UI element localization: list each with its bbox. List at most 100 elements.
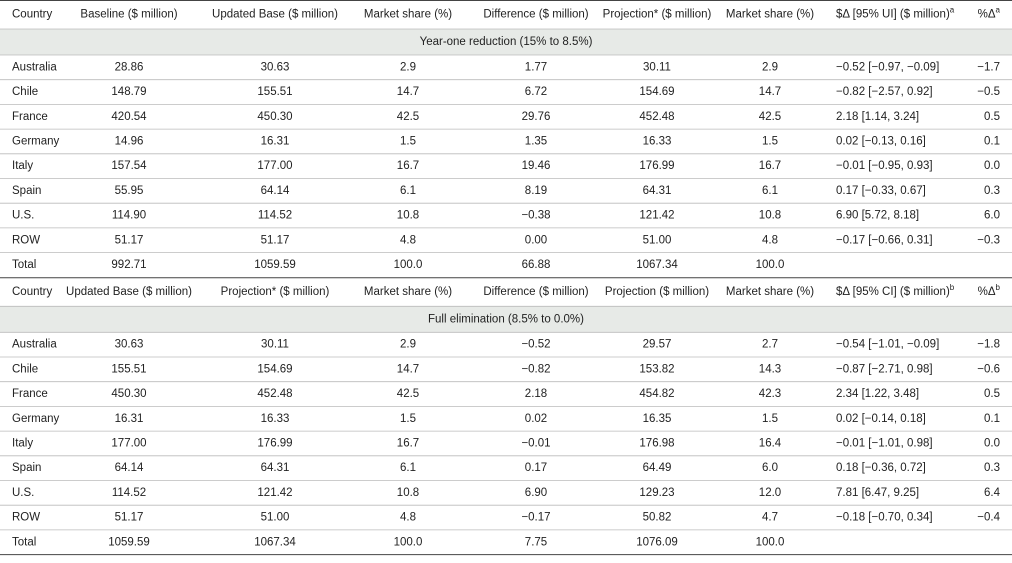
table-cell: 29.57 — [643, 339, 672, 351]
table-cell: 992.71 — [111, 259, 146, 271]
table-cell: 16.7 — [759, 160, 781, 172]
table-cell: 0.0 — [984, 437, 1000, 449]
table-cell: 0.17 — [525, 462, 547, 474]
column-header: Updated Base ($ million) — [66, 286, 192, 298]
table-cell: 6.90 — [525, 487, 547, 499]
table-cell: 6.72 — [525, 86, 547, 98]
table-cell: 1.5 — [400, 135, 416, 147]
table-cell: 2.7 — [762, 339, 778, 351]
column-header: Difference ($ million) — [483, 9, 588, 21]
table-cell: Total — [12, 259, 36, 271]
table-cell: −0.4 — [977, 512, 1000, 524]
table-cell: −0.82 — [521, 363, 550, 375]
table-cell: 114.90 — [112, 210, 146, 222]
table-cell: 16.35 — [643, 413, 672, 425]
table-cell: 64.31 — [261, 462, 290, 474]
table-cell: −0.5 — [977, 86, 1000, 98]
header-text: $Δ [95% CI] ($ million) — [836, 286, 950, 298]
table-cell: 1.5 — [400, 413, 416, 425]
table-cell: 10.8 — [759, 210, 781, 222]
header-superscript: a — [950, 6, 955, 15]
table-cell: 14.3 — [759, 363, 781, 375]
table-cell: 121.42 — [257, 487, 292, 499]
table-cell: ROW — [12, 234, 40, 246]
table-cell: −0.54 [−1.01, −0.09] — [836, 339, 939, 351]
column-header: $Δ [95% UI] ($ million)a — [836, 6, 955, 21]
table-cell: 42.5 — [397, 388, 419, 400]
table-cell: 177.00 — [257, 160, 292, 172]
table-cell: 14.96 — [115, 135, 144, 147]
header-superscript: b — [950, 283, 955, 292]
subheading-band — [0, 306, 1012, 333]
table-cell: 452.48 — [639, 111, 674, 123]
column-header: Difference ($ million) — [483, 286, 588, 298]
table-cell: ROW — [12, 512, 40, 524]
table-cell: 30.63 — [115, 339, 144, 351]
table-cell: 0.02 [−0.14, 0.18] — [836, 413, 926, 425]
table-cell: 6.0 — [984, 210, 1000, 222]
table-cell: U.S. — [12, 210, 34, 222]
table-cell: −0.87 [−2.71, 0.98] — [836, 363, 933, 375]
column-header: Projection* ($ million) — [603, 9, 712, 21]
table-cell: 64.31 — [643, 185, 672, 197]
table-cell: 1.5 — [762, 413, 778, 425]
column-header: Market share (%) — [726, 9, 814, 21]
table-cell: 0.5 — [984, 388, 1000, 400]
table-cell: 154.69 — [257, 363, 292, 375]
table-cell: Total — [12, 536, 36, 548]
table-cell: −1.8 — [977, 339, 1000, 351]
table-cell: −0.17 [−0.66, 0.31] — [836, 234, 933, 246]
table-cell: 12.0 — [759, 487, 781, 499]
table-cell: 6.4 — [984, 487, 1001, 499]
subheading: Year-one reduction (15% to 8.5%) — [420, 36, 593, 48]
table-cell: 2.9 — [400, 61, 416, 73]
table-cell: 50.82 — [643, 512, 672, 524]
table-cell: 177.00 — [111, 437, 146, 449]
column-header: %Δb — [978, 283, 1001, 298]
table-cell: Italy — [12, 160, 33, 172]
header-text: %Δ — [978, 286, 996, 298]
table-cell: 29.76 — [522, 111, 551, 123]
header-text: %Δ — [978, 9, 996, 21]
table-cell: 16.31 — [261, 135, 290, 147]
table-cell: 2.18 [1.14, 3.24] — [836, 111, 919, 123]
table-cell: 1067.34 — [636, 259, 678, 271]
table-cell: 51.00 — [261, 512, 290, 524]
table-cell: 0.17 [−0.33, 0.67] — [836, 185, 926, 197]
table-cell: Australia — [12, 339, 57, 351]
table-cell: 114.52 — [112, 487, 146, 499]
table-cell: 14.7 — [397, 363, 419, 375]
table-cell: 16.33 — [261, 413, 290, 425]
table-cell: 7.81 [6.47, 9.25] — [836, 487, 919, 499]
table-cell: 0.3 — [984, 462, 1000, 474]
table-cell: −0.3 — [977, 234, 1000, 246]
column-header: Country — [12, 9, 53, 21]
table-cell: 1059.59 — [108, 536, 150, 548]
header-text: $Δ [95% UI] ($ million) — [836, 9, 950, 21]
table-cell: 10.8 — [397, 210, 419, 222]
table-cell: 450.30 — [257, 111, 292, 123]
table-cell: 4.8 — [762, 234, 778, 246]
table-cell: 6.0 — [762, 462, 778, 474]
table-cell: Spain — [12, 462, 41, 474]
table-cell: 4.8 — [400, 234, 416, 246]
column-header: Projection* ($ million) — [221, 286, 330, 298]
table-cell: 51.17 — [261, 234, 290, 246]
table-cell: 0.3 — [984, 185, 1000, 197]
table-cell: −0.82 [−2.57, 0.92] — [836, 86, 933, 98]
table-cell: Germany — [12, 135, 60, 147]
table-cell: −0.01 [−0.95, 0.93] — [836, 160, 933, 172]
table-cell: 100.0 — [756, 259, 785, 271]
table-cell: 1076.09 — [636, 536, 678, 548]
table-cell: 0.02 [−0.13, 0.16] — [836, 135, 926, 147]
table-cell: 2.9 — [400, 339, 416, 351]
table-cell: 0.5 — [984, 111, 1000, 123]
table-cell: −0.01 — [521, 437, 550, 449]
table-cell: 100.0 — [394, 536, 423, 548]
table-cell: Spain — [12, 185, 41, 197]
table-cell: 16.7 — [397, 437, 419, 449]
table-cell: 100.0 — [394, 259, 423, 271]
table-cell: 129.23 — [639, 487, 674, 499]
table-cell: Germany — [12, 413, 60, 425]
